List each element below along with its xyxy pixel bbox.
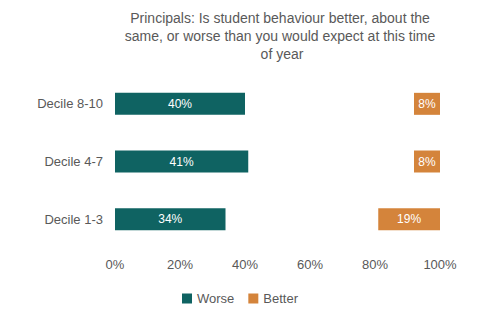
svg-text:40%: 40% (232, 257, 258, 272)
svg-text:0%: 0% (106, 257, 125, 272)
svg-text:same, or worse than you would: same, or worse than you would expect at … (125, 28, 439, 44)
svg-text:Decile 8-10: Decile 8-10 (37, 96, 103, 111)
svg-text:40%: 40% (168, 97, 192, 111)
svg-text:Principals: Is student behavio: Principals: Is student behaviour better,… (130, 10, 434, 26)
svg-text:of year: of year (261, 46, 304, 62)
svg-text:Decile 4-7: Decile 4-7 (44, 154, 103, 169)
svg-text:8%: 8% (418, 97, 436, 111)
svg-text:100%: 100% (423, 257, 457, 272)
svg-text:20%: 20% (167, 257, 193, 272)
svg-text:Decile 1-3: Decile 1-3 (44, 212, 103, 227)
svg-text:80%: 80% (362, 257, 388, 272)
svg-text:19%: 19% (397, 212, 421, 226)
svg-text:Worse: Worse (197, 291, 234, 306)
svg-text:60%: 60% (297, 257, 323, 272)
svg-text:Better: Better (263, 291, 298, 306)
svg-text:41%: 41% (170, 155, 194, 169)
svg-text:8%: 8% (418, 155, 436, 169)
svg-text:34%: 34% (158, 212, 182, 226)
